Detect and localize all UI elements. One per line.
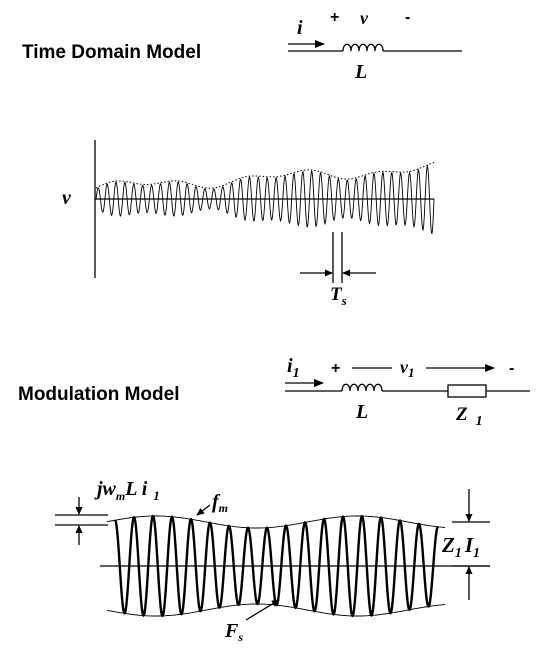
minus-sign: -	[405, 9, 410, 26]
plus-sign: +	[330, 9, 339, 26]
mod-inductor-label: L	[355, 401, 368, 423]
time-domain-waveform: v Ts	[62, 140, 435, 308]
mod-voltage-label: v1	[400, 357, 415, 380]
period-label: Ts	[330, 284, 347, 308]
mod-plus-sign: +	[331, 360, 340, 377]
envelope-arrow	[196, 504, 211, 516]
voltage-waveform	[95, 164, 435, 235]
current-label: i	[297, 17, 303, 39]
mod-minus-sign: -	[509, 360, 514, 377]
right-annotation: Z1 I1	[441, 533, 480, 561]
time-domain-heading: Time Domain Model	[22, 42, 201, 63]
voltage-label: v	[360, 8, 369, 28]
impedance-box	[447, 384, 487, 398]
waveform-axis-label: v	[62, 187, 72, 209]
envelope-top	[106, 515, 446, 529]
mod-current-label: i1	[287, 355, 300, 381]
time-domain-circuit: i + v - L	[288, 8, 462, 83]
carrier-label: Fs	[224, 620, 243, 644]
inductor-label: L	[354, 61, 367, 83]
mod-inductor-coil	[341, 383, 383, 392]
envelope-label: fm	[212, 491, 228, 515]
inductor-coil	[342, 43, 384, 52]
modulation-heading: Modulation Model	[18, 384, 179, 405]
carrier-arrow	[245, 599, 280, 621]
